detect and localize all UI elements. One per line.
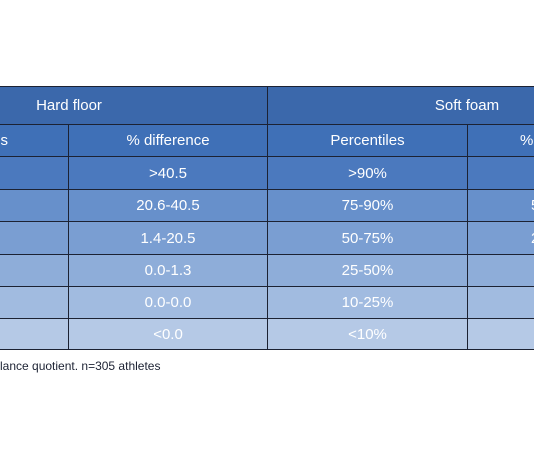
table-cell <box>467 156 534 190</box>
table-cell: 5 <box>467 189 534 222</box>
table-cell: 1.4-20.5 <box>68 221 268 255</box>
table-cell <box>467 286 534 319</box>
column-header: s <box>0 124 69 157</box>
footnote: lance quotient. n=305 athletes <box>0 359 161 373</box>
table-cell <box>467 254 534 287</box>
table-cell: 2 <box>467 221 534 255</box>
table-cell: 75-90% <box>267 189 468 222</box>
table-cell: 50-75% <box>267 221 468 255</box>
table-cell <box>0 156 69 190</box>
table-cell: <10% <box>267 318 468 350</box>
table-cell: 0.0-0.0 <box>68 286 268 319</box>
table-cell: >90% <box>267 156 468 190</box>
table-cell <box>0 221 69 255</box>
table-cell: <0.0 <box>68 318 268 350</box>
table-cell <box>0 286 69 319</box>
column-header: % difference <box>68 124 268 157</box>
group-header: Soft foam <box>267 86 534 125</box>
column-header: Percentiles <box>267 124 468 157</box>
table-cell <box>0 318 69 350</box>
table-cell <box>467 318 534 350</box>
group-header: Hard floor <box>0 86 268 125</box>
table-cell: >40.5 <box>68 156 268 190</box>
table-cell <box>0 189 69 222</box>
table-cell: 0.0-1.3 <box>68 254 268 287</box>
table-cell: 10-25% <box>267 286 468 319</box>
table-cell: 20.6-40.5 <box>68 189 268 222</box>
table-cell <box>0 254 69 287</box>
column-header: % <box>467 124 534 157</box>
table-cell: 25-50% <box>267 254 468 287</box>
